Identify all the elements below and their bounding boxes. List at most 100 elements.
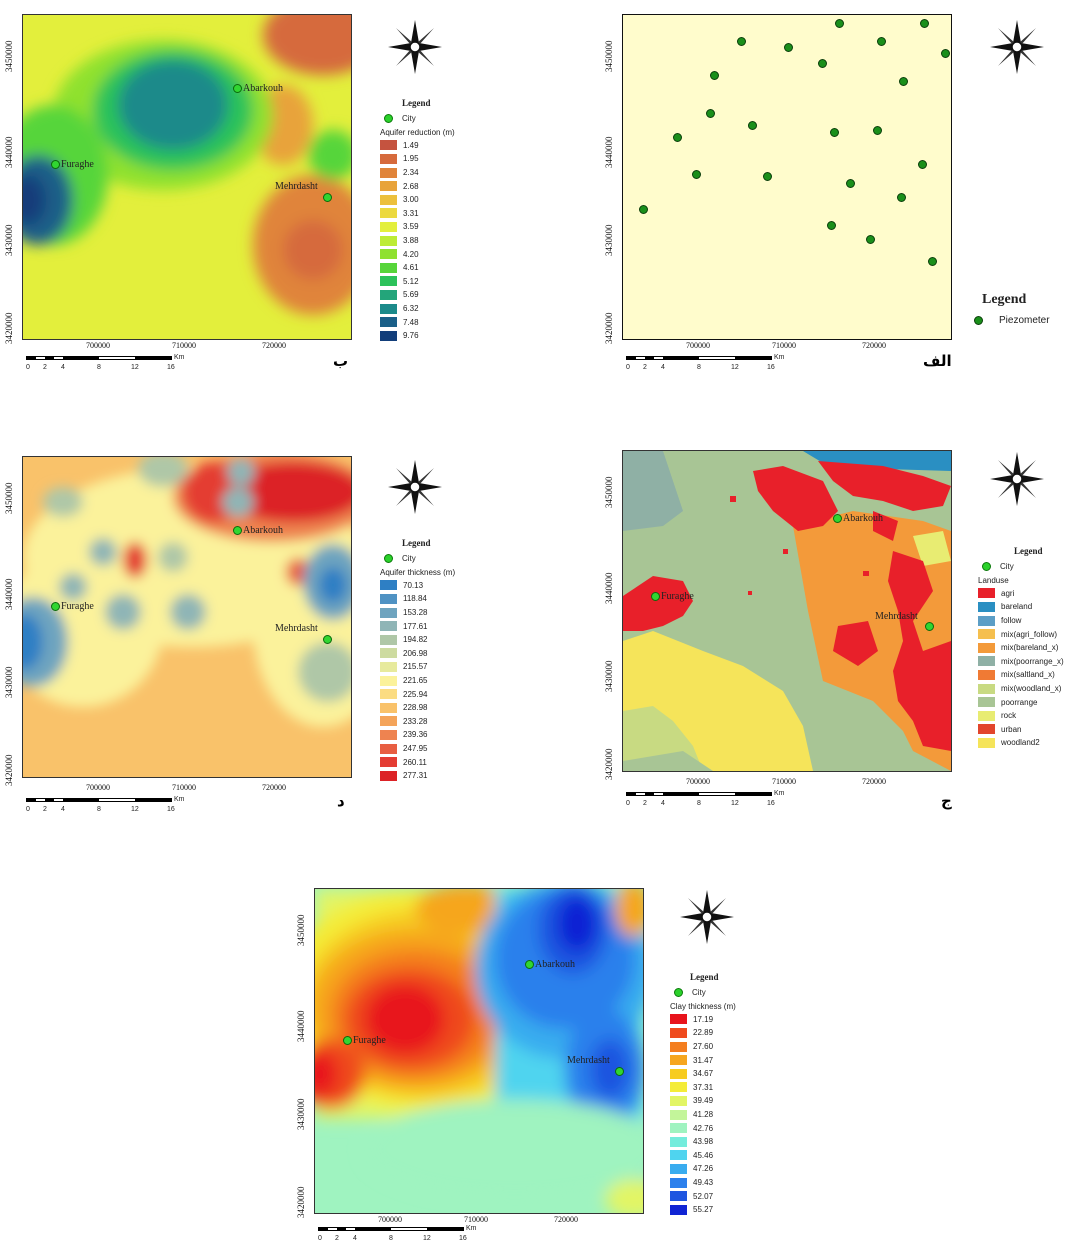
city-furaghe: Furaghe: [51, 601, 94, 612]
legend-class-label: 194.82: [403, 635, 428, 645]
legend-class-label: mix(woodland_x): [1001, 684, 1062, 694]
legend-class-row: 27.60: [670, 1040, 780, 1054]
scale-label: 2: [643, 800, 647, 807]
city-furaghe: Furaghe: [651, 591, 694, 602]
legend-class-row: 34.67: [670, 1067, 780, 1081]
legend-city-row: City: [670, 986, 780, 1000]
city-marker-icon: [674, 988, 683, 998]
y-tick-label: 3440000: [604, 136, 614, 169]
legend-clay-thickness: Legend City Clay thickness (m) 17.19 22.8…: [670, 972, 780, 1217]
piezometer-marker-icon: [737, 37, 746, 46]
legend-aquifer-thickness: Legend City Aquifer thickness (m) 70.13 1…: [380, 538, 490, 783]
legend-swatch: [978, 615, 995, 626]
legend-classes: 17.19 22.89 27.60 31.47 34.67 37.31 39.49 41.28…: [670, 1013, 780, 1217]
city-name: Furaghe: [661, 591, 694, 602]
legend-class-row: 5.69: [380, 288, 490, 302]
legend-class-label: mix(saltland_x): [1001, 670, 1055, 680]
x-tick-label: 710000: [172, 341, 196, 350]
legend-class-label: 3.59: [403, 222, 419, 232]
scale-label: 0: [318, 1235, 322, 1242]
y-tick-label: 3420000: [4, 312, 14, 345]
legend-class-label: 260.11: [403, 757, 427, 767]
scale-label: 16: [167, 364, 175, 371]
legend-swatch: [670, 1136, 687, 1147]
scale-label: 8: [697, 800, 701, 807]
y-tick-label: 3430000: [604, 660, 614, 693]
legend-title: Legend: [982, 292, 1027, 307]
legend-class-label: mix(bareland_x): [1001, 643, 1059, 653]
legend-swatch: [978, 683, 995, 694]
legend-class-row: 5.12: [380, 275, 490, 289]
piezometer-icon: [974, 316, 983, 326]
legend-aquifer-reduction: Legend City Aquifer reduction (m) 1.49 1.…: [380, 98, 490, 343]
piezometer-marker-icon: [928, 257, 937, 266]
scale-label: 2: [43, 364, 47, 371]
legend-class-row: 1.95: [380, 152, 490, 166]
city-marker-icon: [384, 554, 393, 564]
city-marker-icon: [615, 1067, 624, 1077]
scale-label: 4: [61, 364, 65, 371]
piezometer-marker-icon: [920, 19, 929, 28]
piezometer-marker-icon: [941, 49, 950, 58]
x-tick-label: 700000: [378, 1215, 402, 1224]
legend-class-row: 4.61: [380, 261, 490, 275]
city-mehrdasht: Mehrdasht: [567, 1055, 610, 1066]
city-marker-icon: [323, 635, 332, 645]
legend-swatch: [380, 648, 397, 659]
scale-bar: [318, 1227, 464, 1231]
panel-clay-thickness: Abarkouh Furaghe Mehrdasht 3450000 34400…: [292, 874, 772, 1247]
legend-class-row: poorrange: [978, 695, 1083, 709]
panel-aquifer-reduction: Abarkouh Furaghe Mehrdasht 3450000 34400…: [0, 0, 540, 400]
scale-label: 16: [767, 364, 775, 371]
legend-city-label: City: [1000, 562, 1014, 572]
legend-class-label: 45.46: [693, 1150, 714, 1160]
legend-class-row: mix(poorrange_x): [978, 655, 1083, 669]
legend-swatch: [670, 1163, 687, 1174]
x-tick-label: 720000: [262, 783, 286, 792]
piezometer-marker-icon: [827, 221, 836, 230]
legend-swatch: [380, 235, 397, 246]
legend-swatch: [670, 1150, 687, 1161]
aquifer-reduction-map: Abarkouh Furaghe Mehrdasht: [22, 14, 352, 340]
legend-swatch: [380, 330, 397, 341]
legend-swatch: [670, 1204, 687, 1215]
legend-class-row: 2.68: [380, 179, 490, 193]
legend-swatch: [380, 689, 397, 700]
legend-swatch: [380, 140, 397, 151]
scale-label: 12: [131, 806, 139, 813]
city-marker-icon: [233, 526, 242, 536]
scale-unit: Km: [774, 354, 785, 361]
legend-class-row: 225.94: [380, 687, 490, 701]
scale-label: 4: [661, 800, 665, 807]
x-tick-label: 700000: [686, 341, 710, 350]
legend-layer-title: Landuse: [978, 575, 1009, 585]
legend-swatch: [978, 601, 995, 612]
legend-city-label: City: [692, 988, 706, 998]
legend-class-row: agri: [978, 587, 1083, 601]
legend-swatch: [380, 208, 397, 219]
scale-label: 8: [697, 364, 701, 371]
legend-city-label: City: [402, 554, 416, 564]
city-name: Furaghe: [61, 159, 94, 170]
legend-swatch: [670, 1191, 687, 1202]
y-tick-label: 3420000: [4, 754, 14, 787]
legend-class-row: 55.27: [670, 1203, 780, 1217]
north-arrow-icon: [990, 20, 1044, 74]
legend-class-row: 49.43: [670, 1176, 780, 1190]
legend-classes: agri bareland follow mix(agri_follow) mix(ba…: [978, 587, 1083, 750]
legend-class-label: 2.68: [403, 181, 419, 191]
piezometer-marker-icon: [899, 77, 908, 86]
legend-class-row: 42.76: [670, 1121, 780, 1135]
legend-class-label: 2.34: [403, 168, 419, 178]
scale-label: 12: [731, 800, 739, 807]
legend-class-label: 9.76: [403, 331, 419, 341]
legend-swatch: [380, 770, 397, 781]
legend-class-label: 41.28: [693, 1110, 714, 1120]
legend-title: Legend: [1014, 546, 1043, 556]
legend-city-row: City: [978, 560, 1083, 574]
legend-class-row: woodland2: [978, 736, 1083, 750]
city-marker-icon: [525, 960, 534, 970]
legend-class-label: 118.84: [403, 594, 427, 604]
scale-label: 0: [626, 800, 630, 807]
legend-class-label: follow: [1001, 616, 1022, 626]
